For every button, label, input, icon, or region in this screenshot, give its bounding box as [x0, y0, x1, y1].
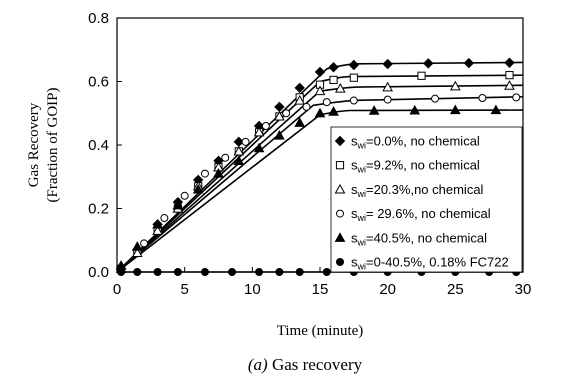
data-point-0: [348, 59, 360, 71]
data-point-4: [274, 129, 285, 140]
data-point-4: [328, 106, 339, 116]
legend-label-1: swi=9.2%, no chemical: [351, 158, 480, 175]
data-point-3: [241, 137, 250, 146]
data-point-3: [512, 93, 521, 102]
x-tick-label: 0: [113, 281, 121, 298]
y-tick-label: 0.6: [88, 74, 109, 91]
y-axis-label: Gas Recovery (Fraction of GOIP): [26, 88, 61, 203]
x-tick-labels: 0 5 10 15 20 25 30: [113, 281, 532, 298]
legend-marker-3: [336, 209, 344, 218]
data-point-3: [322, 98, 331, 107]
x-tick-label: 10: [244, 281, 261, 298]
legend-label-3: swi= 29.6%, no chemical: [351, 206, 491, 223]
legend-marker-0: [334, 135, 346, 147]
data-point-1: [349, 73, 358, 82]
y-tick-label: 0.8: [88, 10, 109, 27]
data-point-4: [253, 142, 265, 153]
legend-label-5: swi=0-40.5%, 0.18% FC722: [351, 255, 509, 272]
data-point-3: [200, 169, 209, 178]
data-point-0: [382, 58, 393, 70]
data-point-0: [314, 66, 326, 78]
data-point-4: [233, 155, 245, 165]
data-point-2: [253, 126, 265, 137]
data-point-4: [490, 104, 502, 115]
x-tick-label: 20: [379, 281, 396, 298]
legend-marker-2: [334, 183, 346, 194]
x-axis-label: Time (minute): [277, 323, 364, 339]
y-tick-label: 0.2: [88, 201, 109, 218]
y-tick-label: 0.4: [88, 137, 109, 154]
y-axis-label-line2: (Fraction of GOIP): [45, 88, 61, 203]
data-point-2: [382, 81, 394, 92]
data-point-4: [152, 218, 163, 229]
y-tick-labels: 0.0 0.2 0.4 0.6 0.8: [88, 10, 109, 281]
data-point-2: [131, 247, 143, 258]
x-tick-label: 15: [312, 281, 329, 298]
data-point-3: [221, 153, 230, 162]
data-point-4: [172, 199, 184, 210]
data-point-2: [449, 80, 461, 91]
data-point-2: [314, 85, 326, 96]
legend-label-2: swi=20.3%,no chemical: [351, 182, 484, 199]
legend-marker-5: [336, 258, 344, 266]
data-point-3: [349, 96, 358, 105]
data-point-2: [233, 145, 245, 156]
figure-caption: (a) Gas recovery: [248, 355, 363, 374]
data-point-3: [160, 214, 169, 223]
data-point-3: [383, 95, 392, 104]
data-point-2: [294, 95, 306, 105]
legend-marker-4: [334, 232, 346, 242]
data-point-4: [294, 117, 306, 127]
data-point-0: [274, 101, 285, 113]
data-point-3: [180, 191, 189, 200]
caption-letter: (a): [248, 355, 268, 374]
data-point-4: [368, 105, 380, 115]
data-markers: [115, 57, 521, 276]
caption-text: Gas recovery: [268, 355, 363, 374]
data-point-0: [294, 82, 305, 94]
data-point-1: [329, 75, 338, 85]
data-point-4: [192, 183, 204, 194]
data-point-2: [504, 80, 515, 90]
data-point-0: [423, 58, 434, 69]
x-tick-label: 30: [515, 281, 532, 298]
data-point-3: [282, 109, 291, 118]
data-point-0: [463, 57, 475, 69]
legend-label-4: swi=40.5%, no chemical: [351, 230, 487, 247]
data-point-3: [140, 239, 149, 248]
y-axis-label-line1: Gas Recovery: [26, 102, 42, 187]
data-point-4: [213, 168, 224, 178]
data-point-2: [334, 82, 346, 93]
data-point-0: [328, 62, 339, 73]
legend-label-0: swi=0.0%, no chemical: [351, 134, 480, 151]
data-point-3: [478, 94, 487, 103]
legend-box: [330, 126, 523, 273]
data-point-4: [131, 241, 143, 251]
x-tick-label: 25: [447, 281, 464, 298]
data-point-2: [274, 110, 285, 121]
data-point-1: [417, 71, 426, 80]
data-point-4: [409, 104, 421, 115]
y-tick-label: 0.0: [88, 264, 109, 281]
data-point-0: [504, 57, 515, 68]
data-point-3: [431, 94, 440, 103]
x-tick-label: 5: [180, 281, 188, 298]
data-point-1: [505, 71, 514, 80]
legend-marker-1: [335, 161, 345, 170]
data-point-4: [449, 104, 461, 115]
data-point-3: [261, 121, 270, 130]
data-point-2: [152, 225, 163, 235]
legend: swi=0.0%, no chemical swi=9.2%, no chemic…: [330, 126, 523, 273]
data-point-4: [314, 107, 326, 118]
data-point-3: [302, 102, 311, 111]
